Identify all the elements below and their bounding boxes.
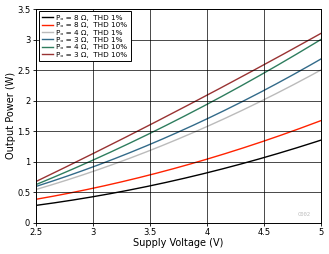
Pₒ = 3 Ω,  THD 10% — [34, 180, 38, 183]
Line: Pₒ = 4 Ω,  THD 1%: Pₒ = 4 Ω, THD 1% — [36, 70, 321, 189]
Line: Pₒ = 4 Ω,  THD 10%: Pₒ = 4 Ω, THD 10% — [36, 40, 321, 185]
Pₒ = 3 Ω,  THD 10% — [319, 32, 323, 35]
Pₒ = 8 Ω,  THD 1% — [110, 192, 114, 195]
Pₒ = 4 Ω,  THD 10% — [294, 53, 298, 56]
Pₒ = 3 Ω,  THD 1% — [110, 158, 114, 161]
Pₒ = 4 Ω,  THD 1% — [87, 171, 91, 174]
Pₒ = 3 Ω,  THD 10% — [294, 45, 298, 49]
Pₒ = 4 Ω,  THD 1% — [51, 183, 55, 186]
Pₒ = 3 Ω,  THD 1% — [305, 66, 309, 69]
Pₒ = 3 Ω,  THD 1% — [294, 71, 298, 74]
Pₒ = 4 Ω,  THD 10% — [319, 38, 323, 41]
Pₒ = 4 Ω,  THD 10% — [51, 176, 55, 179]
Pₒ = 8 Ω,  THD 10% — [305, 124, 309, 128]
Pₒ = 4 Ω,  THD 1% — [45, 185, 49, 188]
Pₒ = 3 Ω,  THD 1% — [45, 181, 49, 184]
Pₒ = 3 Ω,  THD 1% — [51, 179, 55, 182]
Legend: Pₒ = 8 Ω,  THD 1%, Pₒ = 8 Ω,  THD 10%, Pₒ = 4 Ω,  THD 1%, Pₒ = 3 Ω,  THD 1%, Pₒ : Pₒ = 8 Ω, THD 1%, Pₒ = 8 Ω, THD 10%, Pₒ … — [38, 11, 131, 61]
Pₒ = 3 Ω,  THD 1% — [34, 185, 38, 188]
Pₒ = 8 Ω,  THD 1% — [319, 139, 323, 142]
Pₒ = 4 Ω,  THD 1% — [34, 188, 38, 191]
Pₒ = 3 Ω,  THD 10% — [51, 172, 55, 175]
Pₒ = 8 Ω,  THD 1% — [87, 196, 91, 199]
Pₒ = 3 Ω,  THD 1% — [87, 167, 91, 170]
Pₒ = 3 Ω,  THD 10% — [87, 154, 91, 157]
Pₒ = 3 Ω,  THD 10% — [305, 40, 309, 43]
Pₒ = 8 Ω,  THD 10% — [45, 196, 49, 199]
Pₒ = 8 Ω,  THD 10% — [34, 198, 38, 201]
Pₒ = 3 Ω,  THD 1% — [319, 58, 323, 61]
Pₒ = 8 Ω,  THD 10% — [51, 195, 55, 198]
Pₒ = 3 Ω,  THD 10% — [110, 143, 114, 146]
Pₒ = 8 Ω,  THD 1% — [34, 204, 38, 207]
Line: Pₒ = 3 Ω,  THD 1%: Pₒ = 3 Ω, THD 1% — [36, 59, 321, 186]
Pₒ = 8 Ω,  THD 1% — [305, 143, 309, 146]
Y-axis label: Output Power (W): Output Power (W) — [6, 72, 15, 159]
Pₒ = 4 Ω,  THD 1% — [319, 69, 323, 72]
Pₒ = 4 Ω,  THD 1% — [110, 163, 114, 166]
Pₒ = 8 Ω,  THD 10% — [294, 128, 298, 131]
Pₒ = 4 Ω,  THD 10% — [45, 178, 49, 181]
Pₒ = 4 Ω,  THD 10% — [87, 161, 91, 164]
Pₒ = 8 Ω,  THD 1% — [45, 202, 49, 205]
Pₒ = 8 Ω,  THD 1% — [51, 201, 55, 204]
Line: Pₒ = 8 Ω,  THD 10%: Pₒ = 8 Ω, THD 10% — [36, 121, 321, 199]
Pₒ = 8 Ω,  THD 10% — [319, 119, 323, 122]
Pₒ = 3 Ω,  THD 10% — [45, 174, 49, 178]
Pₒ = 4 Ω,  THD 10% — [34, 183, 38, 186]
X-axis label: Supply Voltage (V): Supply Voltage (V) — [133, 239, 223, 248]
Line: Pₒ = 3 Ω,  THD 10%: Pₒ = 3 Ω, THD 10% — [36, 34, 321, 182]
Text: C002: C002 — [298, 212, 311, 217]
Pₒ = 8 Ω,  THD 1% — [294, 146, 298, 149]
Pₒ = 4 Ω,  THD 1% — [294, 82, 298, 85]
Pₒ = 8 Ω,  THD 10% — [87, 188, 91, 191]
Pₒ = 4 Ω,  THD 1% — [305, 76, 309, 79]
Line: Pₒ = 8 Ω,  THD 1%: Pₒ = 8 Ω, THD 1% — [36, 140, 321, 205]
Pₒ = 4 Ω,  THD 10% — [305, 47, 309, 50]
Pₒ = 4 Ω,  THD 10% — [110, 150, 114, 153]
Pₒ = 8 Ω,  THD 10% — [110, 183, 114, 186]
